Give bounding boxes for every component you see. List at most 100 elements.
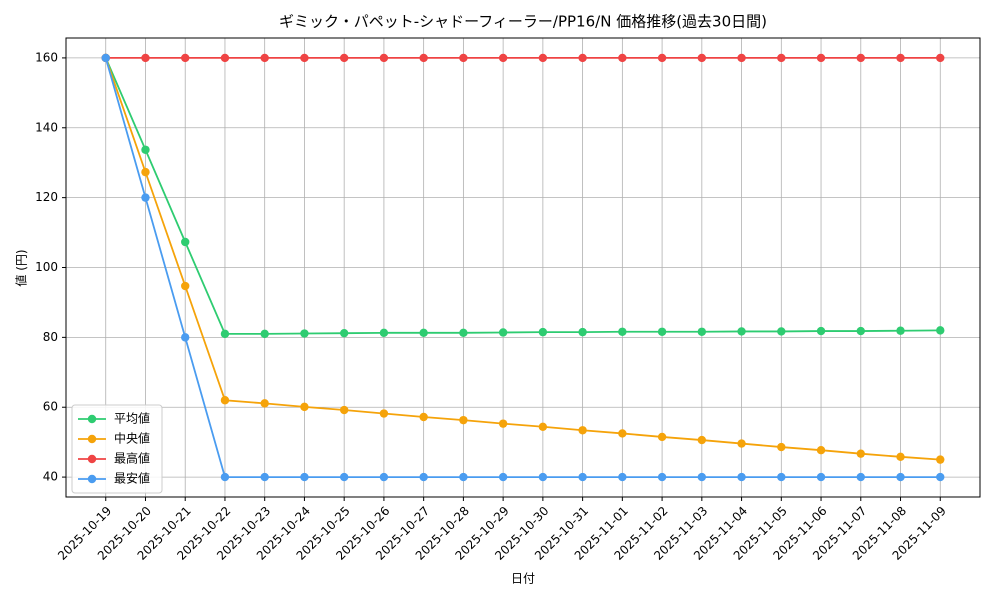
- legend-label: 中央値: [114, 431, 150, 446]
- point: [777, 472, 786, 482]
- line: [104, 57, 941, 335]
- point: [141, 53, 150, 63]
- point: [657, 472, 667, 482]
- point: [141, 145, 150, 154]
- point: [856, 472, 865, 482]
- point: [936, 53, 945, 63]
- point: [936, 455, 945, 464]
- point: [737, 472, 746, 482]
- point: [578, 53, 587, 63]
- legend-label: 平均値: [114, 411, 150, 426]
- point: [618, 472, 627, 482]
- point: [101, 53, 110, 63]
- point: [777, 442, 786, 452]
- point: [697, 327, 707, 336]
- point: [260, 53, 269, 63]
- y-tick-label: 160: [35, 50, 58, 64]
- point: [260, 329, 269, 339]
- point: [300, 329, 309, 338]
- point: [737, 53, 746, 63]
- point: [339, 328, 349, 338]
- y-tick-label: 80: [43, 330, 58, 344]
- point: [181, 53, 190, 63]
- point: [181, 281, 190, 291]
- y-axis-label: 値 (円): [14, 249, 29, 286]
- point: [498, 472, 508, 482]
- point: [538, 53, 548, 63]
- point: [896, 326, 905, 335]
- x-axis-label: 日付: [511, 572, 535, 586]
- point: [618, 53, 627, 63]
- plot-frame: [65, 37, 981, 498]
- point: [141, 167, 150, 177]
- point: [459, 415, 468, 425]
- point: [459, 472, 468, 482]
- point: [657, 53, 667, 63]
- point: [856, 53, 865, 63]
- point: [936, 326, 945, 335]
- point: [896, 452, 905, 462]
- point: [618, 429, 627, 438]
- point: [578, 327, 587, 337]
- y-tick-label: 60: [43, 400, 58, 414]
- line: [104, 57, 941, 478]
- legend-marker: [87, 414, 97, 424]
- point: [419, 53, 428, 63]
- point: [220, 472, 230, 482]
- point: [419, 472, 428, 482]
- point: [777, 53, 786, 63]
- y-tick-label: 140: [35, 120, 58, 134]
- point: [220, 53, 230, 63]
- point: [339, 472, 349, 482]
- point: [181, 333, 190, 342]
- point: [816, 53, 826, 63]
- point: [737, 439, 746, 448]
- line: [104, 57, 941, 461]
- point: [459, 328, 468, 338]
- legend-box: [71, 404, 163, 494]
- point: [220, 396, 230, 405]
- point: [816, 472, 826, 482]
- y-tick-label: 100: [35, 260, 58, 274]
- legend-marker: [87, 434, 97, 444]
- legend-label: 最高値: [114, 451, 150, 466]
- point: [300, 53, 309, 63]
- point: [896, 472, 905, 482]
- y-tick-label: 40: [43, 470, 58, 484]
- point: [498, 328, 508, 337]
- point: [141, 193, 150, 202]
- point: [777, 327, 786, 336]
- point: [260, 472, 269, 482]
- point: [379, 472, 389, 482]
- point: [578, 472, 587, 482]
- point: [657, 432, 667, 442]
- point: [697, 435, 707, 445]
- legend-marker: [87, 474, 97, 484]
- point: [856, 326, 865, 336]
- point: [657, 327, 667, 336]
- point: [419, 412, 428, 422]
- point: [220, 329, 230, 339]
- point: [379, 53, 389, 63]
- chart-title: ギミック・パペット-シャドーフィーラー/PP16/N 価格推移(過去30日間): [279, 13, 767, 31]
- point: [618, 327, 627, 336]
- point: [737, 327, 746, 336]
- point: [260, 399, 269, 408]
- point: [896, 53, 905, 63]
- point: [856, 449, 865, 458]
- point: [697, 53, 707, 63]
- point: [300, 402, 309, 412]
- legend-label: 最安値: [114, 471, 150, 486]
- point: [816, 445, 826, 455]
- point: [339, 53, 349, 63]
- point: [538, 327, 548, 337]
- point: [379, 328, 389, 338]
- y-tick-label: 120: [35, 190, 58, 204]
- point: [300, 472, 309, 482]
- point: [538, 422, 548, 431]
- point: [419, 328, 428, 338]
- point: [498, 419, 508, 428]
- point: [379, 409, 389, 418]
